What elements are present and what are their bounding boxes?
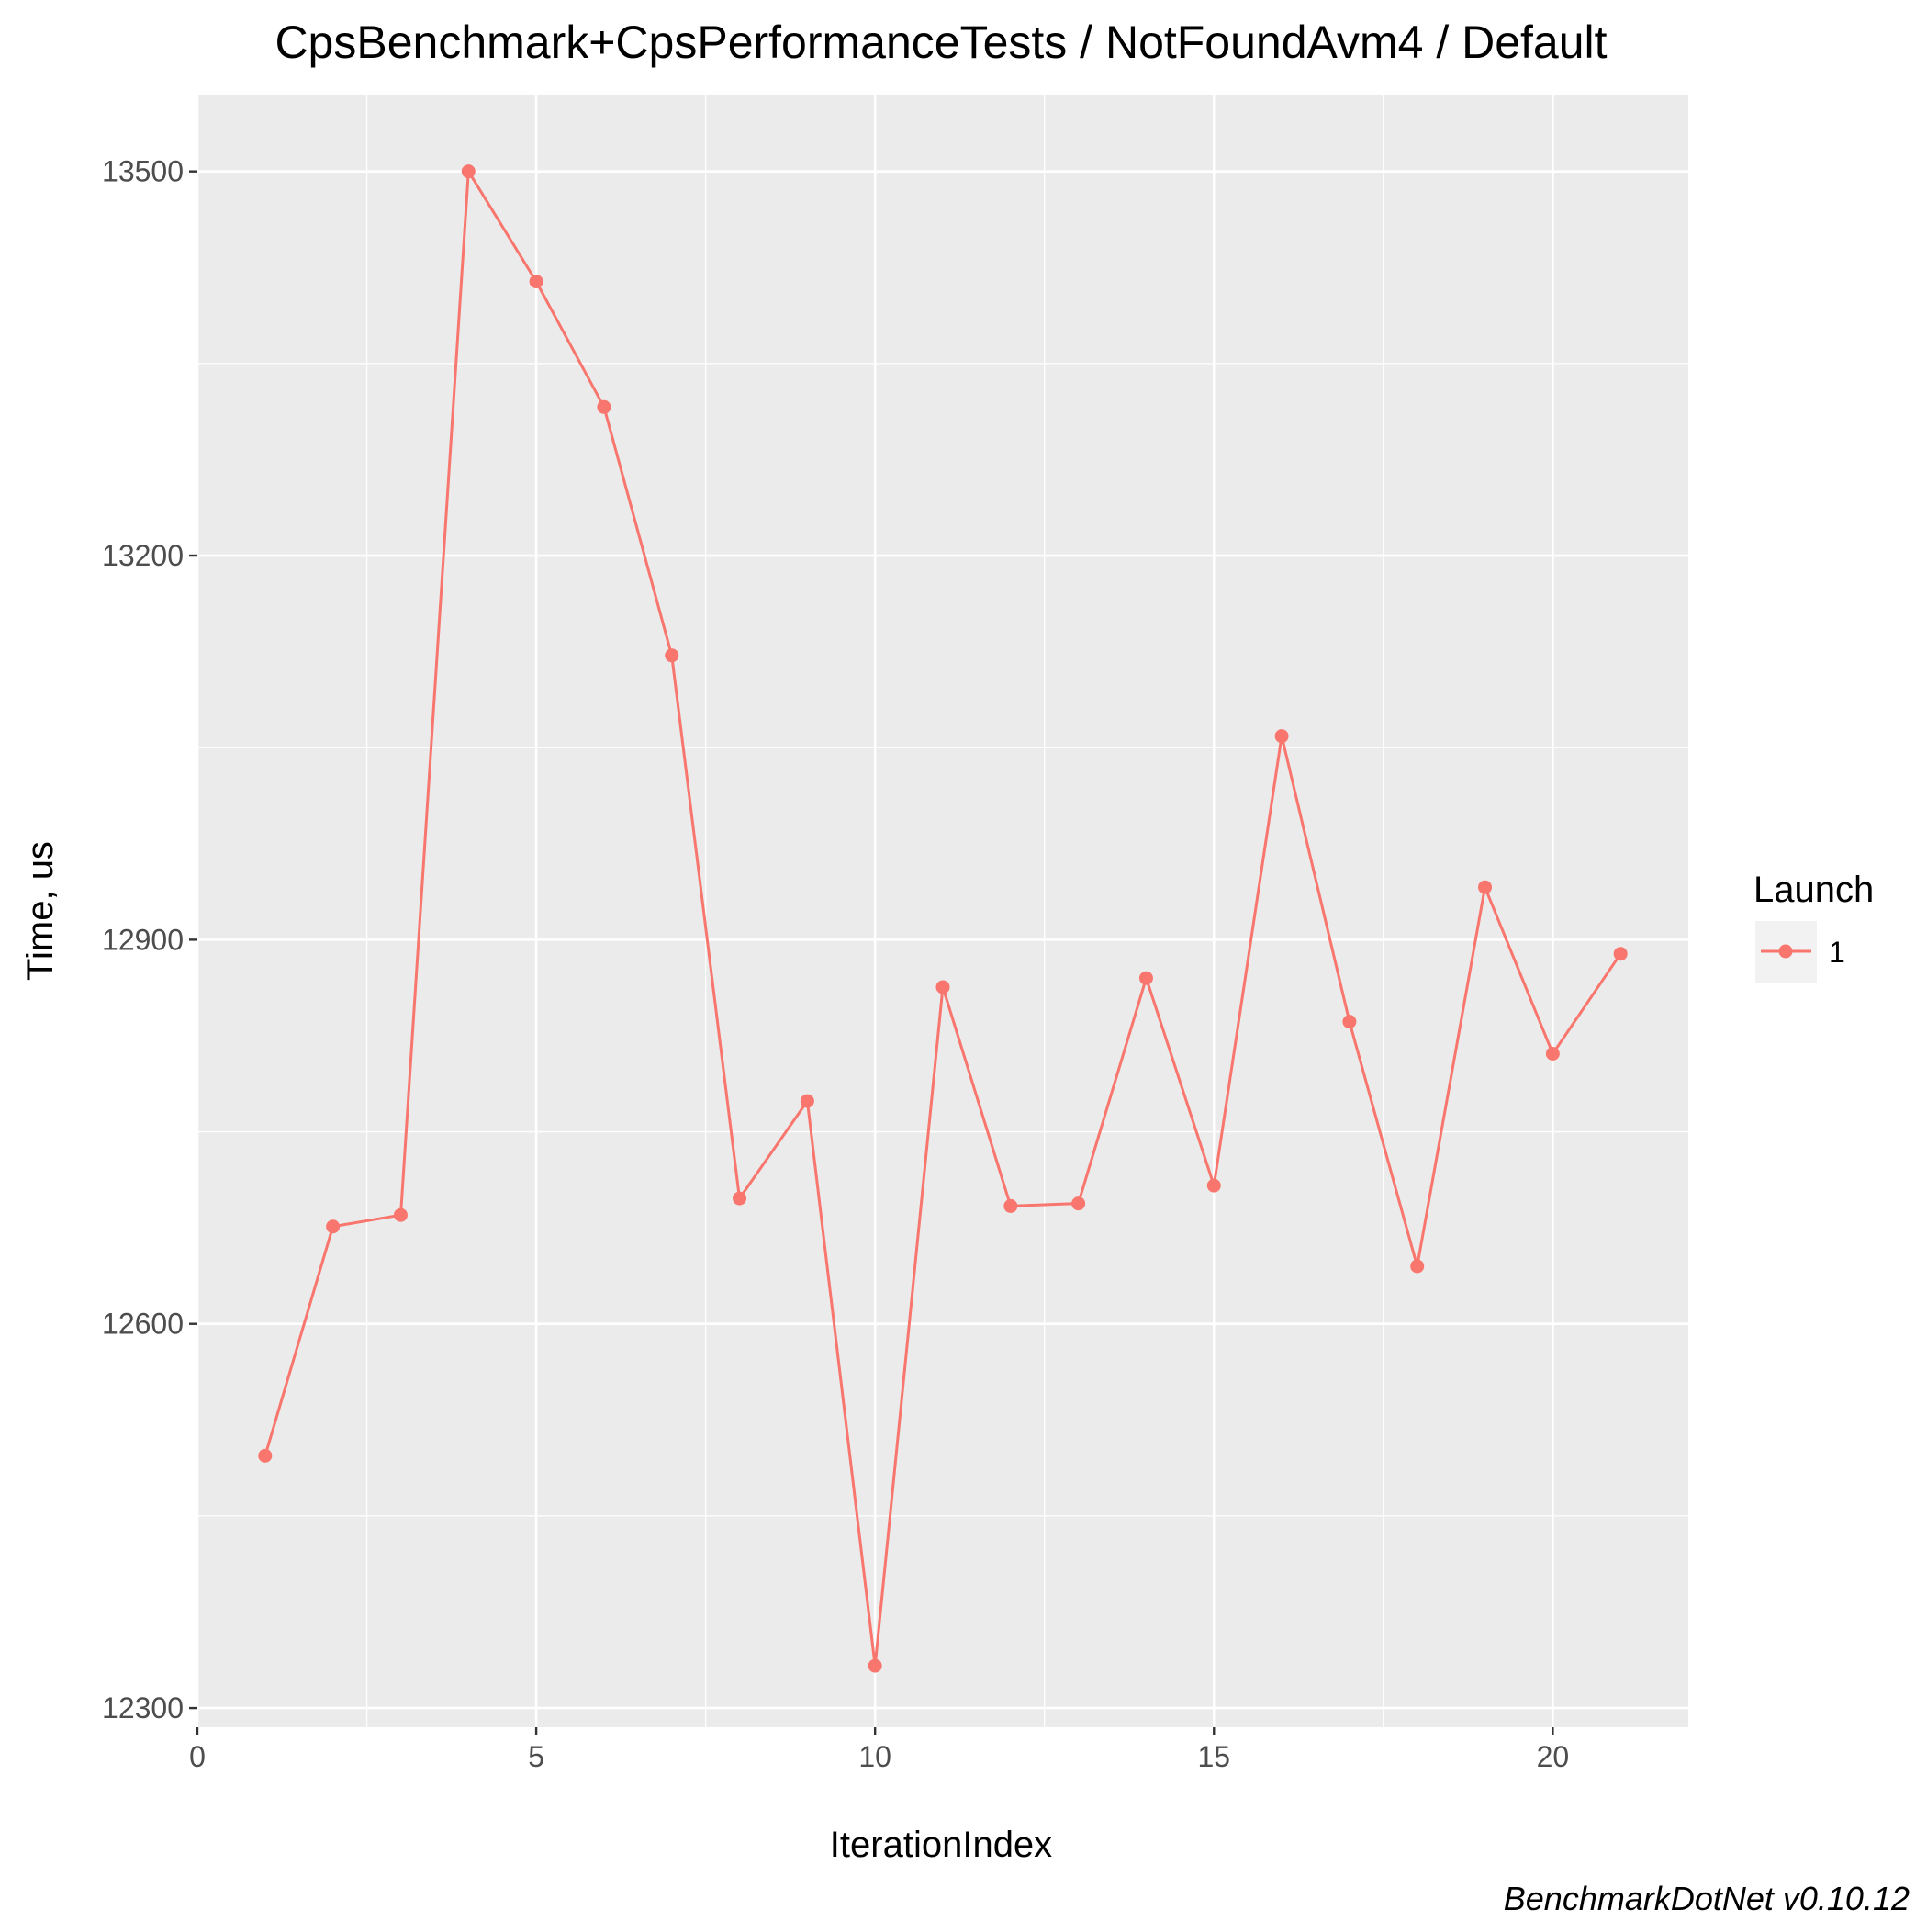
data-point — [326, 1219, 341, 1234]
data-point — [1071, 1196, 1086, 1211]
data-point — [935, 980, 950, 994]
data-point — [597, 399, 611, 414]
data-point — [461, 164, 476, 179]
data-point — [665, 648, 679, 663]
x-tick-label: 0 — [189, 1740, 206, 1773]
series-layer — [258, 164, 1628, 1673]
data-point — [529, 275, 543, 289]
legend-label-1: 1 — [1829, 936, 1845, 969]
x-axis-title: IterationIndex — [830, 1825, 1052, 1865]
x-axis: 0 5 10 15 20 — [189, 1727, 1569, 1773]
minor-gridlines — [197, 95, 1688, 1727]
y-tick-label: 12600 — [102, 1308, 184, 1341]
data-point — [1206, 1178, 1221, 1193]
y-tick-label: 13500 — [102, 155, 184, 188]
data-point — [1545, 1046, 1560, 1061]
plot-panel — [197, 95, 1688, 1727]
data-point — [1274, 729, 1289, 744]
data-point — [258, 1448, 273, 1463]
y-tick-label: 13200 — [102, 539, 184, 572]
x-tick-label: 10 — [858, 1740, 891, 1773]
x-tick-label: 5 — [528, 1740, 544, 1773]
data-point — [1478, 880, 1493, 894]
data-point — [1003, 1198, 1018, 1213]
data-point — [1410, 1259, 1425, 1274]
data-point — [1138, 971, 1153, 985]
y-axis-title: Time, us — [20, 841, 61, 981]
major-gridlines — [196, 95, 1688, 1727]
data-point — [393, 1208, 408, 1222]
data-point — [733, 1191, 747, 1206]
data-point — [1613, 947, 1628, 961]
legend-title: Launch — [1753, 870, 1874, 910]
data-point — [1342, 1015, 1357, 1029]
x-tick-label: 20 — [1537, 1740, 1570, 1773]
legend-key-point — [1778, 944, 1793, 959]
y-tick-label: 12900 — [102, 923, 184, 956]
y-axis: 12300 12600 12900 13200 13500 — [102, 155, 197, 1724]
y-tick-label: 12300 — [102, 1691, 184, 1724]
chart-title: CpsBenchmark+CpsPerformanceTests / NotFo… — [274, 17, 1607, 68]
x-tick-label: 15 — [1197, 1740, 1230, 1773]
data-point — [868, 1658, 882, 1673]
data-point — [800, 1094, 814, 1108]
legend: Launch 1 — [1753, 870, 1874, 983]
caption: BenchmarkDotNet v0.10.12 — [1504, 1880, 1910, 1917]
